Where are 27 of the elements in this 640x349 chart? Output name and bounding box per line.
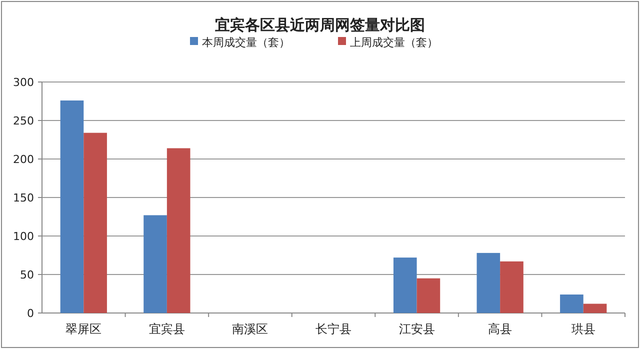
bar	[60, 100, 84, 313]
y-tick-label: 250	[13, 114, 34, 128]
bar	[476, 252, 500, 313]
y-tick-label: 50	[20, 268, 34, 282]
x-tick-label: 珙县	[571, 322, 596, 336]
legend-label: 本周成交量（套）	[202, 36, 290, 49]
y-tick-label: 100	[13, 230, 34, 243]
x-tick-label: 江安县	[398, 322, 435, 336]
y-tick-label: 0	[27, 307, 34, 320]
x-tick-label: 南溪区	[232, 322, 268, 336]
y-tick-label: 150	[13, 192, 34, 204]
x-tick-label: 翠屏区	[66, 322, 102, 336]
y-tick-label: 200	[13, 153, 34, 166]
bar	[560, 294, 584, 313]
bar	[144, 215, 167, 313]
bar	[500, 261, 524, 313]
x-tick-label: 长宁县	[316, 322, 352, 336]
bar	[416, 278, 440, 313]
bar	[84, 132, 107, 313]
x-tick-label: 宜宾县	[148, 322, 185, 336]
chart-title: 宜宾各区县近两周网签量对比图	[215, 16, 425, 34]
y-tick-label: 300	[13, 76, 34, 89]
legend-label: 上周成交量（套）	[350, 36, 438, 49]
bar	[166, 148, 190, 313]
x-tick-label: 高县	[488, 322, 512, 336]
bar	[393, 258, 417, 313]
bar	[583, 304, 607, 313]
